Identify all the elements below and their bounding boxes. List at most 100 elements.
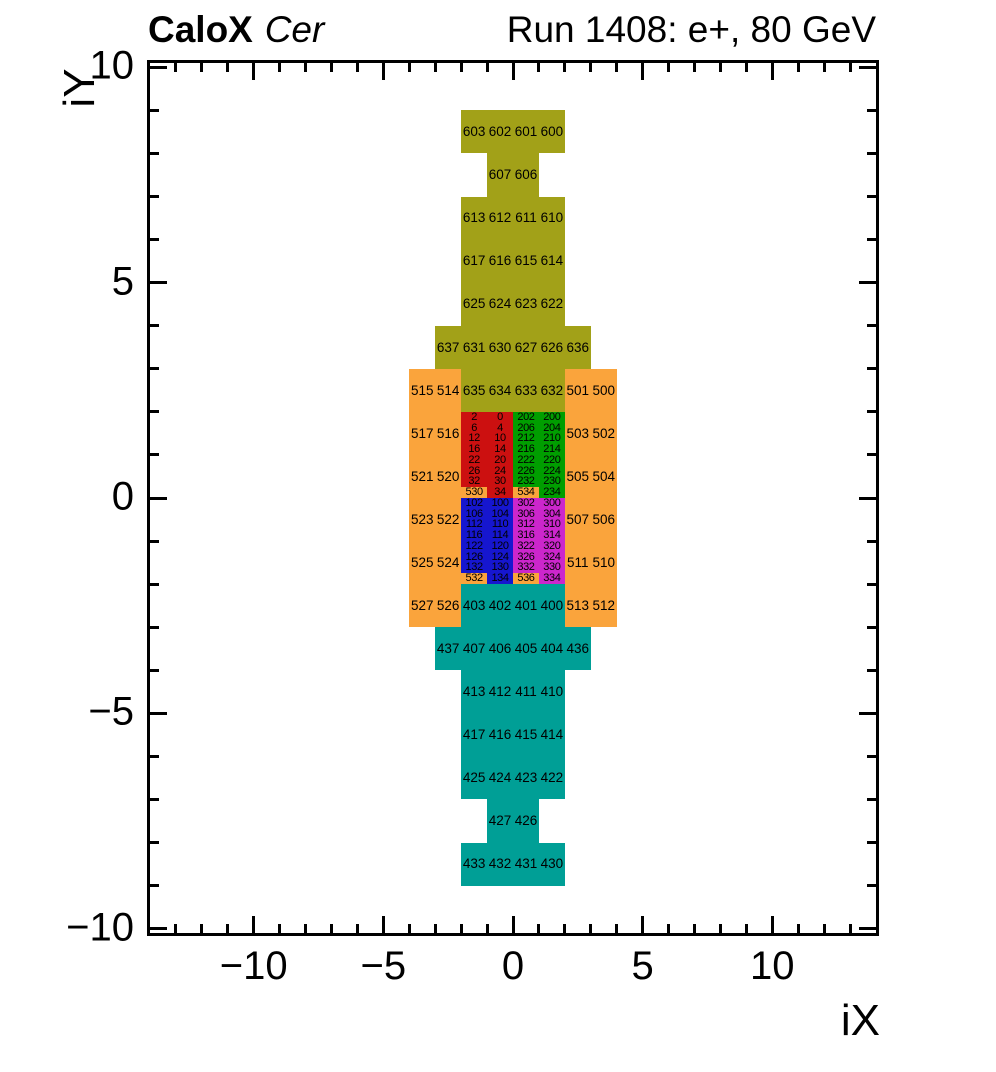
y-tick [150, 65, 167, 69]
x-tick [667, 924, 671, 933]
detector-cell-220: 220 [538, 454, 565, 466]
detector-cell-417: 417 [461, 713, 488, 757]
detector-cell-300: 300 [538, 498, 565, 509]
detector-cell-405: 405 [513, 627, 539, 671]
y-axis-title: iY [55, 68, 104, 108]
detector-cell-626: 626 [538, 325, 565, 369]
x-axis-title: iX [840, 996, 880, 1045]
y-tick-right [867, 108, 876, 112]
detector-cell-104: 104 [487, 508, 513, 520]
x-tick-top [563, 63, 567, 72]
y-tick-right [867, 238, 876, 242]
x-tick [848, 924, 852, 933]
x-tick-label: 0 [501, 944, 525, 988]
detector-cell-404: 404 [538, 627, 565, 671]
detector-cell-226: 226 [513, 465, 539, 477]
detector-cell-437: 437 [435, 627, 462, 671]
detector-cell-507: 507 [564, 498, 591, 542]
x-tick-top [200, 63, 204, 72]
y-tick [150, 410, 159, 414]
x-tick [459, 924, 463, 933]
detector-cell-16: 16 [461, 444, 488, 455]
y-tick-right [867, 151, 876, 155]
y-tick-right [867, 453, 876, 457]
detector-cell-322: 322 [513, 541, 539, 552]
y-tick-right [867, 797, 876, 801]
detector-cell-635: 635 [461, 368, 488, 412]
y-tick-right [859, 927, 876, 931]
detector-cell-6: 6 [461, 422, 488, 434]
detector-cell-4: 4 [487, 422, 513, 434]
x-tick-top [433, 63, 437, 72]
x-tick-top [693, 63, 696, 72]
detector-cell-14: 14 [487, 444, 513, 455]
detector-cell-10: 10 [487, 433, 513, 445]
detector-cell-126: 126 [461, 551, 488, 563]
detector-cell-430: 430 [538, 842, 565, 886]
detector-cell-426: 426 [513, 799, 539, 843]
detector-cell-517: 517 [409, 411, 436, 455]
x-tick-top [744, 63, 748, 72]
detector-cell-206: 206 [513, 422, 539, 434]
x-tick-top [511, 63, 515, 80]
detector-cell-630: 630 [487, 325, 513, 369]
detector-cell-601: 601 [513, 110, 539, 154]
detector-cell-534: 534 [513, 487, 539, 498]
detector-cell-624: 624 [487, 282, 513, 326]
detector-cell-130: 130 [487, 562, 513, 574]
x-tick [226, 924, 230, 933]
detector-cell-100: 100 [487, 498, 513, 509]
detector-cell-116: 116 [461, 530, 488, 542]
detector-cell-22: 22 [461, 454, 488, 466]
detector-cell-616: 616 [487, 239, 513, 283]
detector-cell-637: 637 [435, 325, 462, 369]
detector-cell-606: 606 [513, 153, 539, 197]
y-tick [150, 668, 159, 672]
y-tick-right [867, 410, 876, 414]
detector-cell-411: 411 [513, 670, 539, 714]
y-tick-right [867, 582, 876, 586]
x-tick [485, 924, 489, 933]
detector-cell-431: 431 [513, 842, 539, 886]
x-tick [304, 924, 308, 933]
detector-cell-230: 230 [538, 476, 565, 488]
y-tick-label: −10 [66, 905, 134, 950]
x-tick [641, 916, 645, 933]
x-tick [796, 924, 800, 933]
detector-cell-625: 625 [461, 282, 488, 326]
detector-cell-513: 513 [564, 584, 591, 628]
detector-cell-602: 602 [487, 110, 513, 154]
detector-cell-612: 612 [487, 196, 513, 240]
y-tick-right [859, 281, 876, 285]
detector-cell-516: 516 [435, 411, 462, 455]
detector-cell-423: 423 [513, 756, 539, 800]
detector-cell-622: 622 [538, 282, 565, 326]
y-tick-right [867, 841, 876, 845]
detector-cell-524: 524 [435, 541, 462, 585]
detector-cell-20: 20 [487, 454, 513, 466]
detector-cell-515: 515 [409, 368, 436, 412]
x-tick-top [718, 63, 722, 72]
x-tick [355, 924, 359, 933]
detector-cell-607: 607 [487, 153, 513, 197]
detector-cell-413: 413 [461, 670, 488, 714]
detector-cell-427: 427 [487, 799, 513, 843]
y-tick-label: 0 [111, 474, 134, 519]
detector-cell-416: 416 [487, 713, 513, 757]
title-variant: Cer [264, 9, 325, 50]
y-tick [150, 108, 159, 112]
detector-cell-521: 521 [409, 454, 436, 498]
detector-cell-314: 314 [538, 530, 565, 542]
x-tick-top [330, 63, 333, 72]
y-tick [150, 151, 159, 155]
y-tick-right [867, 668, 876, 672]
detector-cell-32: 32 [461, 476, 488, 488]
detector-cell-24: 24 [487, 465, 513, 477]
title-brand: CaloX [148, 9, 253, 50]
run-title: Run 1408: e+, 80 GeV [506, 9, 876, 50]
y-tick [150, 884, 159, 888]
detector-cell-200: 200 [538, 411, 565, 423]
detector-cell-610: 610 [538, 196, 565, 240]
y-tick [150, 797, 159, 801]
